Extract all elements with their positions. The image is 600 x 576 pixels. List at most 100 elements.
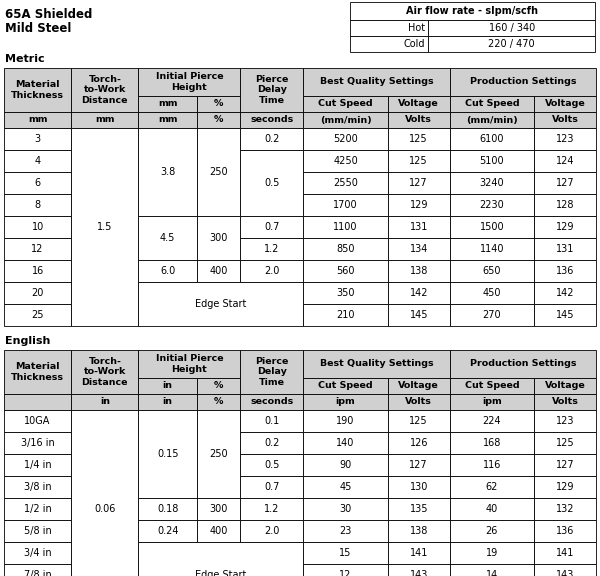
Bar — [303, 216, 388, 238]
Text: 270: 270 — [482, 310, 501, 320]
Bar — [534, 520, 596, 542]
Text: seconds: seconds — [250, 397, 293, 407]
Bar — [449, 454, 534, 476]
Text: 168: 168 — [483, 438, 501, 448]
Bar — [449, 498, 534, 520]
Text: 6: 6 — [35, 178, 41, 188]
Text: Voltage: Voltage — [545, 100, 586, 108]
Bar — [388, 282, 449, 304]
Bar — [4, 410, 71, 432]
Bar — [139, 378, 197, 394]
Bar — [241, 68, 303, 112]
Bar — [534, 454, 596, 476]
Bar — [303, 96, 388, 112]
Text: 6.0: 6.0 — [160, 266, 175, 276]
Text: Voltage: Voltage — [398, 100, 439, 108]
Text: 142: 142 — [409, 288, 428, 298]
Text: 300: 300 — [209, 504, 228, 514]
Text: 10GA: 10GA — [25, 416, 51, 426]
Text: 62: 62 — [486, 482, 498, 492]
Bar — [388, 128, 449, 150]
Bar — [449, 432, 534, 454]
Text: 8: 8 — [35, 200, 41, 210]
Bar — [4, 68, 71, 112]
Text: 0.24: 0.24 — [157, 526, 178, 536]
Bar — [241, 260, 303, 282]
Text: 1140: 1140 — [479, 244, 504, 254]
Text: 140: 140 — [337, 438, 355, 448]
Bar — [303, 194, 388, 216]
Bar — [71, 410, 139, 576]
Bar — [449, 260, 534, 282]
Bar — [449, 304, 534, 326]
Bar — [4, 172, 71, 194]
Bar — [449, 410, 534, 432]
Text: 134: 134 — [410, 244, 428, 254]
Bar — [197, 394, 241, 410]
Text: 143: 143 — [556, 570, 574, 576]
Bar — [388, 238, 449, 260]
Text: 131: 131 — [556, 244, 574, 254]
Text: 136: 136 — [556, 266, 574, 276]
Text: 128: 128 — [556, 200, 574, 210]
Text: 4.5: 4.5 — [160, 233, 175, 243]
Bar — [388, 410, 449, 432]
Bar — [71, 68, 139, 112]
Bar — [241, 476, 303, 498]
Text: 0.06: 0.06 — [94, 504, 116, 514]
Bar — [4, 304, 71, 326]
Text: 138: 138 — [410, 266, 428, 276]
Text: Volts: Volts — [405, 397, 432, 407]
Text: 125: 125 — [409, 134, 428, 144]
Bar — [197, 498, 241, 520]
Bar — [303, 172, 388, 194]
Text: 25: 25 — [31, 310, 44, 320]
Text: Mild Steel: Mild Steel — [5, 22, 71, 35]
Bar — [4, 238, 71, 260]
Text: 250: 250 — [209, 449, 228, 459]
Bar — [197, 378, 241, 394]
Bar — [534, 238, 596, 260]
Bar — [388, 432, 449, 454]
Text: 0.2: 0.2 — [264, 438, 280, 448]
Text: 141: 141 — [410, 548, 428, 558]
Bar — [139, 112, 197, 128]
Bar — [303, 394, 388, 410]
Bar — [534, 410, 596, 432]
Bar — [534, 194, 596, 216]
Text: 450: 450 — [482, 288, 501, 298]
Text: 141: 141 — [556, 548, 574, 558]
Text: ipm: ipm — [482, 397, 502, 407]
Bar — [449, 394, 534, 410]
Bar — [449, 282, 534, 304]
Bar — [388, 498, 449, 520]
Text: Best Quality Settings: Best Quality Settings — [320, 78, 433, 86]
Bar — [71, 112, 139, 128]
Bar — [241, 432, 303, 454]
Bar — [4, 194, 71, 216]
Bar — [4, 128, 71, 150]
Bar — [4, 260, 71, 282]
Bar — [350, 2, 595, 20]
Text: 23: 23 — [340, 526, 352, 536]
Text: 0.2: 0.2 — [264, 134, 280, 144]
Text: 1700: 1700 — [333, 200, 358, 210]
Bar — [303, 410, 388, 432]
Bar — [197, 128, 241, 216]
Text: 650: 650 — [482, 266, 501, 276]
Text: 12: 12 — [340, 570, 352, 576]
Text: 1.2: 1.2 — [264, 504, 280, 514]
Text: %: % — [214, 397, 223, 407]
Bar — [4, 542, 71, 564]
Text: 126: 126 — [409, 438, 428, 448]
Text: 130: 130 — [410, 482, 428, 492]
Bar — [303, 432, 388, 454]
Text: Pierce
Delay
Time: Pierce Delay Time — [255, 75, 289, 105]
Bar — [303, 304, 388, 326]
Bar — [139, 260, 197, 282]
Bar — [197, 112, 241, 128]
Bar — [534, 172, 596, 194]
Bar — [303, 150, 388, 172]
Bar — [197, 410, 241, 498]
Bar — [449, 96, 534, 112]
